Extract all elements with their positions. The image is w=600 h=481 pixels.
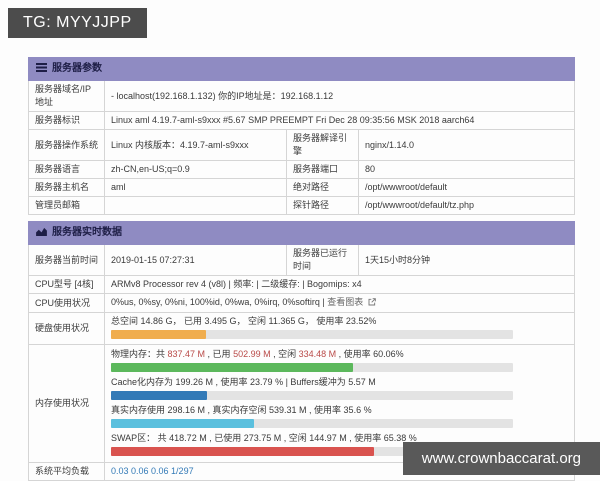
table-row: 管理员邮箱 探针路径 /opt/wwwroot/default/tz.php — [28, 196, 575, 215]
realtime-data-header: 服务器实时数据 — [28, 221, 575, 245]
cpu-usage-text: 0%us, 0%sy, 0%ni, 100%id, 0%wa, 0%irq, 0… — [111, 297, 325, 307]
real-memory-bar — [111, 419, 255, 428]
row-label: 探针路径 — [286, 196, 359, 215]
row-label: 服务器标识 — [28, 111, 105, 130]
table-row: 服务器主机名 aml 绝对路径 /opt/wwwroot/default — [28, 178, 575, 197]
row-label: 服务器语言 — [28, 160, 105, 179]
table-row: 硬盘使用状况 总空间 14.86 G， 已用 3.495 G， 空闲 11.36… — [28, 312, 575, 345]
cache-memory-bar — [111, 391, 207, 400]
swap-bar — [111, 447, 374, 456]
cpu-model-value: ARMv8 Processor rev 4 (v8l) | 频率: | 二级缓存… — [104, 275, 575, 294]
row-label: 服务器主机名 — [28, 178, 105, 197]
physical-memory-group: 物理内存：共 837.47 M , 已用 502.99 M , 空闲 334.4… — [111, 348, 568, 372]
row-label: 服务器当前时间 — [28, 244, 105, 276]
row-label: 内存使用状况 — [28, 344, 105, 463]
disk-usage-bar-track — [111, 330, 514, 339]
row-value: nginx/1.14.0 — [358, 129, 575, 161]
swap-group: SWAP区： 共 418.72 M , 已使用 273.75 M , 空闲 14… — [111, 432, 568, 456]
swap-text: SWAP区： 共 418.72 M , 已使用 273.75 M , 空闲 14… — [111, 433, 417, 443]
text-part: , 已用 — [205, 349, 234, 359]
used-value: 502.99 M — [233, 349, 271, 359]
disk-usage-text: 总空间 14.86 G， 已用 3.495 G， 空闲 11.365 G， 使用… — [111, 316, 377, 326]
cache-memory-bar-track — [111, 391, 514, 400]
table-row: 服务器操作系统 Linux 内核版本：4.19.7-aml-s9xxx 服务器解… — [28, 129, 575, 161]
text-part: , 空闲 — [270, 349, 299, 359]
row-value: 80 — [358, 160, 575, 179]
row-label: 服务器操作系统 — [28, 129, 105, 161]
disk-usage-cell: 总空间 14.86 G， 已用 3.495 G， 空闲 11.365 G， 使用… — [104, 312, 575, 345]
row-value: Linux aml 4.19.7-aml-s9xxx #5.67 SMP PRE… — [104, 111, 575, 130]
view-chart-link[interactable]: 查看图表 — [327, 297, 364, 307]
text-part: 物理内存：共 — [111, 349, 168, 359]
free-value: 334.48 M — [298, 349, 337, 359]
row-label: CPU型号 [4核] — [28, 275, 105, 294]
row-label: 服务器解译引擎 — [286, 129, 359, 161]
current-time-value: 2019-01-15 07:27:31 — [104, 244, 287, 276]
row-value: zh-CN,en-US;q=0.9 — [104, 160, 287, 179]
table-row: CPU使用状况 0%us, 0%sy, 0%ni, 100%id, 0%wa, … — [28, 293, 575, 313]
section-title: 服务器参数 — [52, 63, 102, 74]
section-title: 服务器实时数据 — [52, 227, 122, 238]
row-label: 服务器端口 — [286, 160, 359, 179]
physical-memory-bar — [111, 363, 353, 372]
cache-memory-text: Cache化内存为 199.26 M , 使用率 23.79 % | Buffe… — [111, 377, 376, 387]
row-value: aml — [104, 178, 287, 197]
area-chart-icon — [36, 227, 47, 240]
row-label: 服务器域名/IP地址 — [28, 80, 105, 112]
row-value — [104, 196, 287, 215]
server-params-table: 服务器参数 服务器域名/IP地址 - localhost(192.168.1.1… — [28, 57, 575, 215]
website-watermark-badge: www.crownbaccarat.org — [402, 442, 600, 475]
table-row: 服务器标识 Linux aml 4.19.7-aml-s9xxx #5.67 S… — [28, 111, 575, 130]
row-label: 系统平均负载 — [28, 462, 105, 481]
probe-page: 服务器参数 服务器域名/IP地址 - localhost(192.168.1.1… — [28, 57, 575, 481]
total-value: 837.47 M — [167, 349, 206, 359]
list-icon — [36, 63, 47, 76]
row-value: /opt/wwwroot/default/tz.php — [358, 196, 575, 215]
real-memory-bar-track — [111, 419, 514, 428]
swap-bar-track — [111, 447, 514, 456]
row-label: 硬盘使用状况 — [28, 312, 105, 345]
row-value: /opt/wwwroot/default — [358, 178, 575, 197]
cpu-usage-value: 0%us, 0%sy, 0%ni, 100%id, 0%wa, 0%irq, 0… — [104, 293, 575, 313]
physical-memory-text: 物理内存：共 837.47 M , 已用 502.99 M , 空闲 334.4… — [111, 348, 568, 361]
row-label: 绝对路径 — [286, 178, 359, 197]
uptime-value: 1天15小时8分钟 — [358, 244, 575, 276]
row-label: CPU使用状况 — [28, 293, 105, 313]
external-link-icon[interactable] — [368, 297, 376, 310]
server-params-header: 服务器参数 — [28, 57, 575, 81]
row-value: Linux 内核版本：4.19.7-aml-s9xxx — [104, 129, 287, 161]
row-value: - localhost(192.168.1.132) 你的IP地址是：192.1… — [104, 80, 575, 112]
physical-memory-bar-track — [111, 363, 514, 372]
row-label: 管理员邮箱 — [28, 196, 105, 215]
real-memory-group: 真实内存使用 298.16 M , 真实内存空闲 539.31 M , 使用率 … — [111, 404, 568, 428]
row-label: 服务器已运行时间 — [286, 244, 359, 276]
table-row: CPU型号 [4核] ARMv8 Processor rev 4 (v8l) |… — [28, 275, 575, 294]
disk-usage-bar — [111, 330, 206, 339]
real-memory-text: 真实内存使用 298.16 M , 真实内存空闲 539.31 M , 使用率 … — [111, 405, 372, 415]
realtime-data-table: 服务器实时数据 服务器当前时间 2019-01-15 07:27:31 服务器已… — [28, 221, 575, 481]
table-row: 服务器当前时间 2019-01-15 07:27:31 服务器已运行时间 1天1… — [28, 244, 575, 276]
telegram-watermark-badge: TG: MYYJJPP — [8, 8, 147, 38]
table-row: 服务器语言 zh-CN,en-US;q=0.9 服务器端口 80 — [28, 160, 575, 179]
text-part: , 使用率 60.06% — [336, 349, 404, 359]
cache-memory-group: Cache化内存为 199.26 M , 使用率 23.79 % | Buffe… — [111, 376, 568, 400]
table-row: 服务器域名/IP地址 - localhost(192.168.1.132) 你的… — [28, 80, 575, 112]
